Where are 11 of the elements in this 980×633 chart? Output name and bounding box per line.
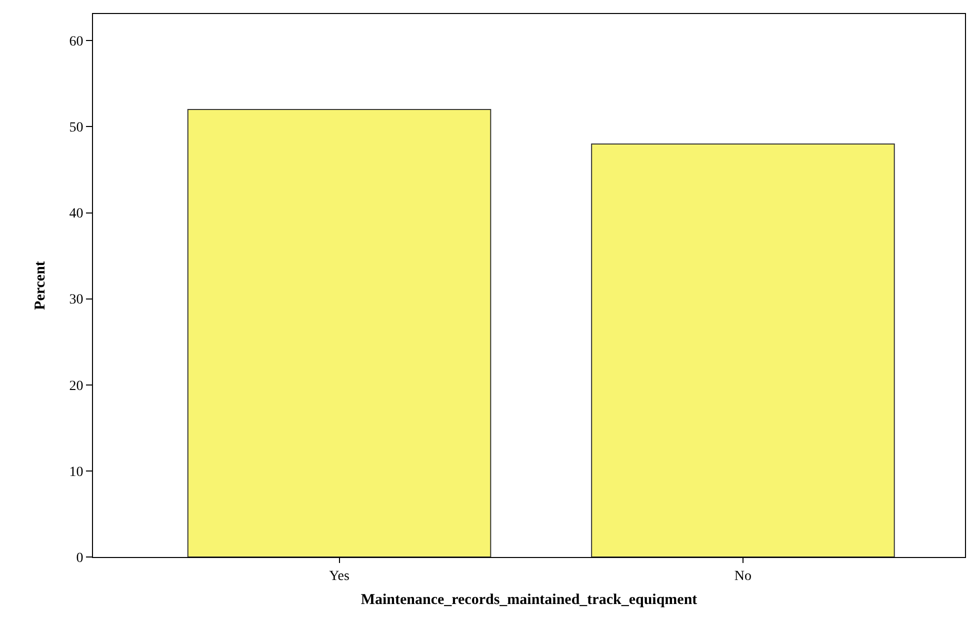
x-tick-label: No (734, 568, 752, 584)
y-tick-label: 0 (76, 550, 84, 566)
y-tick-label: 30 (69, 292, 84, 308)
y-tick-label: 40 (69, 206, 84, 222)
y-axis-title: Percent (32, 261, 48, 310)
y-tick-label: 10 (69, 464, 84, 480)
y-tick-label: 60 (69, 34, 84, 50)
y-tick-label: 50 (69, 120, 84, 136)
x-axis-title: Maintenance_records_maintained_track_equiqment (360, 592, 698, 608)
x-tick-label: Yes (329, 568, 350, 584)
y-tick-label: 20 (69, 378, 84, 394)
